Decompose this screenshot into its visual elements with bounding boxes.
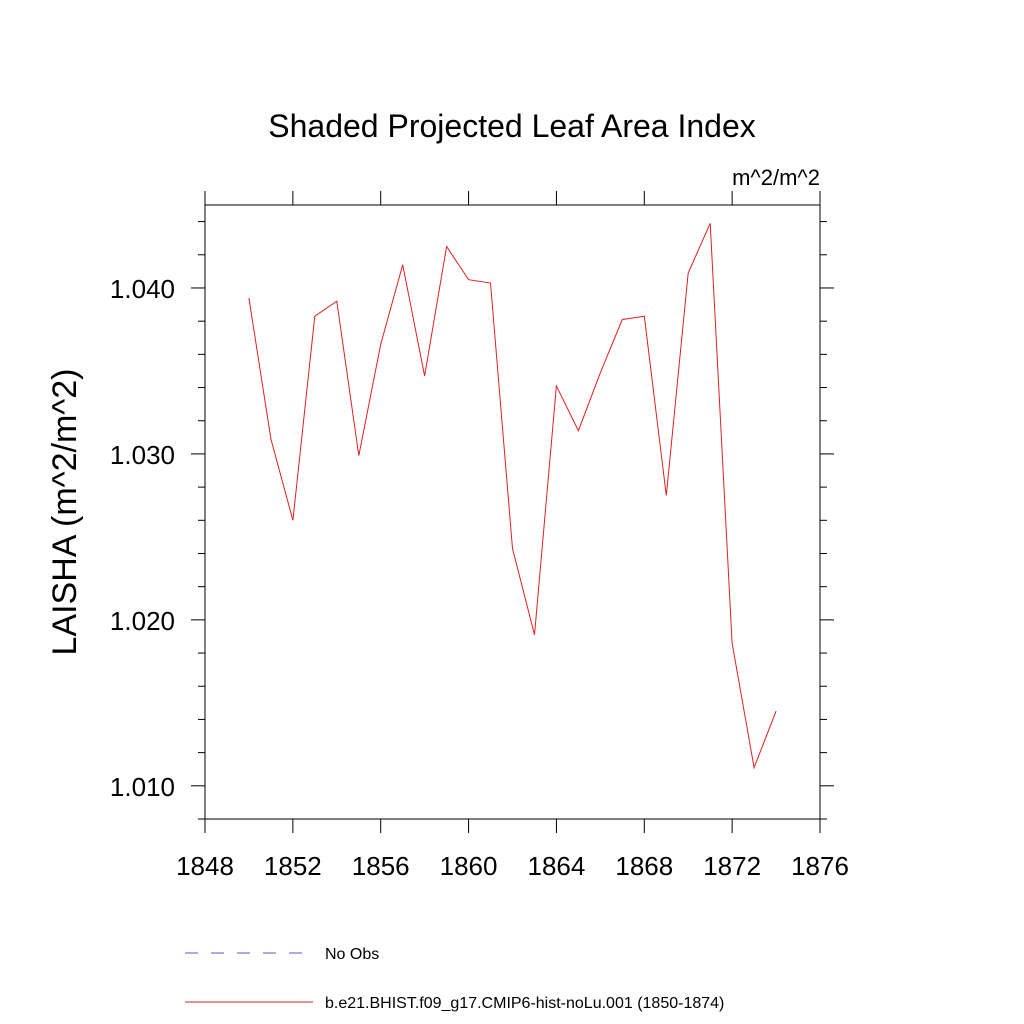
series-line [248, 223, 777, 770]
y-tick-label: 1.020 [110, 606, 175, 636]
y-tick-label: 1.030 [110, 440, 175, 470]
x-axis-ticks: 1848 1852 1856 1860 1864 1868 1872 1876 [176, 191, 849, 881]
x-tick-label: 1868 [615, 851, 673, 881]
y-axis-ticks: 1.010 1.020 1.030 1.040 [110, 221, 834, 820]
x-tick-label: 1860 [440, 851, 498, 881]
x-tick-label: 1848 [176, 851, 234, 881]
y-axis-label: LAISHA (m^2/m^2) [46, 369, 84, 656]
x-tick-label: 1864 [528, 851, 586, 881]
y-tick-label: 1.040 [110, 274, 175, 304]
x-tick-label: 1872 [703, 851, 761, 881]
legend-model-label: b.e21.BHIST.f09_g17.CMIP6-hist-noLu.001 … [325, 995, 724, 1012]
plot-frame [204, 204, 821, 820]
x-tick-label: 1856 [352, 851, 410, 881]
x-tick-label: 1852 [264, 851, 322, 881]
series-layer [248, 223, 777, 770]
legend-no-obs-label: No Obs [325, 946, 379, 963]
y-tick-label: 1.010 [110, 772, 175, 802]
legend: No Obs b.e21.BHIST.f09_g17.CMIP6-hist-no… [185, 946, 724, 1012]
x-tick-label: 1876 [791, 851, 849, 881]
chart-title: Shaded Projected Leaf Area Index [268, 108, 755, 144]
units-label: m^2/m^2 [732, 165, 820, 190]
